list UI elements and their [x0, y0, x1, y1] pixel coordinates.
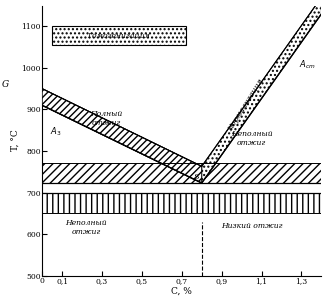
Text: G: G: [2, 80, 9, 89]
Y-axis label: T, °C: T, °C: [11, 130, 20, 151]
Bar: [42, 193, 321, 213]
Bar: [42, 163, 321, 183]
Text: Неполный
отжиг: Неполный отжиг: [231, 130, 272, 147]
Text: Полный
отжиг: Полный отжиг: [90, 110, 122, 127]
Bar: [52, 26, 186, 45]
Text: S: S: [194, 173, 199, 181]
Text: Низкий отжиг: Низкий отжиг: [221, 222, 283, 230]
Text: Нормализация: Нормализация: [226, 77, 265, 133]
Text: $A_{cm}$: $A_{cm}$: [300, 59, 316, 71]
Polygon shape: [42, 89, 202, 183]
X-axis label: C, %: C, %: [171, 287, 192, 296]
Text: Гомогенизация: Гомогенизация: [88, 32, 150, 40]
Text: Неполный
отжиг: Неполный отжиг: [65, 219, 107, 237]
Text: $A_3$: $A_3$: [50, 126, 61, 138]
Polygon shape: [42, 0, 321, 183]
